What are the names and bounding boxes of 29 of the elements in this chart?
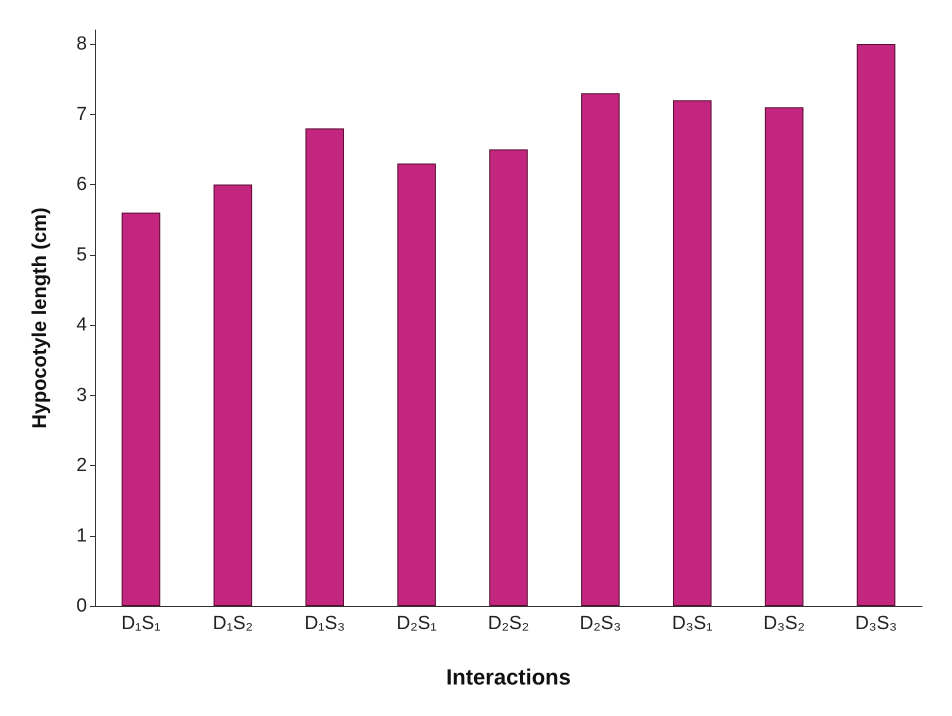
- y-axis-title: Hypocotyle length (cm): [29, 207, 51, 429]
- y-tick-label: 5: [76, 244, 87, 266]
- bar: [581, 93, 620, 606]
- y-tick-label: 6: [76, 174, 87, 196]
- bar: [672, 100, 712, 606]
- y-tick-label: 2: [76, 455, 87, 476]
- x-tick-label: D₁S₂: [212, 613, 253, 634]
- bar: [856, 44, 896, 606]
- y-tick-label: 8: [76, 34, 87, 55]
- x-tick-label: D₁S₃: [304, 613, 345, 634]
- x-tick-label: D₂S₁: [396, 613, 437, 634]
- bar: [122, 212, 160, 606]
- x-tick-label: D₃S₃: [855, 613, 897, 634]
- bar: [397, 163, 436, 606]
- x-axis-title: Interactions: [446, 664, 571, 690]
- bar: [764, 107, 804, 606]
- x-tick-label: D₁S₁: [121, 613, 161, 634]
- y-tick-label: 0: [76, 596, 87, 616]
- bar: [214, 184, 252, 606]
- y-tick-label: 3: [76, 384, 87, 406]
- y-tick-label: 1: [76, 525, 87, 546]
- bar: [305, 128, 344, 606]
- x-tick-label: D₂S₂: [488, 613, 530, 634]
- x-tick-label: D₃S₁: [672, 613, 713, 634]
- y-tick-label: 4: [76, 314, 88, 336]
- x-tick-label: D₂S₃: [580, 613, 622, 634]
- bar: [489, 149, 528, 606]
- y-tick-label: 7: [76, 104, 87, 125]
- x-tick-label: D₃S₂: [763, 613, 805, 634]
